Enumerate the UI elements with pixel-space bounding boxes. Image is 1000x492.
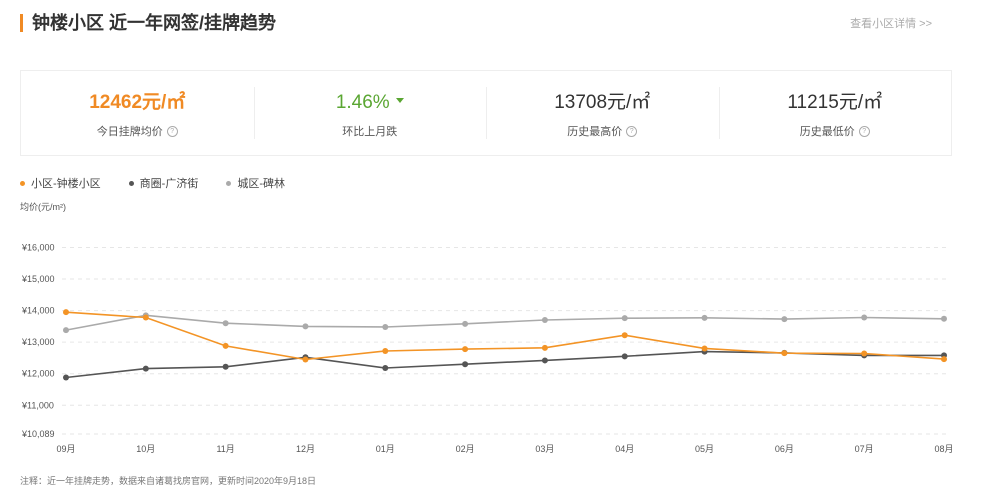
legend-label: 小区-钟楼小区 <box>31 175 101 191</box>
title-accent-bar <box>20 14 23 32</box>
stat-value: 13708元/㎡ <box>486 91 719 115</box>
data-point <box>63 327 69 333</box>
x-tick-label: 01月 <box>376 444 395 454</box>
down-arrow-icon <box>396 98 404 103</box>
x-tick-label: 06月 <box>775 444 794 454</box>
help-icon[interactable]: ? <box>859 126 870 137</box>
data-point <box>861 315 867 321</box>
x-tick-label: 07月 <box>855 444 874 454</box>
stat-label-row: 历史最高价? <box>486 123 719 139</box>
data-point <box>382 348 388 354</box>
data-point <box>63 374 69 380</box>
data-point <box>542 317 548 323</box>
stat-label: 历史最低价 <box>800 126 855 138</box>
legend-item-community[interactable]: 小区-钟楼小区 <box>20 176 101 190</box>
stat-label: 环比上月跌 <box>254 123 487 139</box>
data-point <box>542 357 548 363</box>
stat-highest-price: 13708元/㎡ 历史最高价? <box>486 71 719 155</box>
stat-month-change: 1.46% 环比上月跌 <box>254 71 487 155</box>
y-tick-label: ¥10,089 <box>21 429 55 439</box>
data-point <box>781 316 787 322</box>
header: 钟楼小区 近一年网签/挂牌趋势 查看小区详情 >> <box>20 12 980 36</box>
legend-item-district[interactable]: 城区-碑林 <box>226 176 285 190</box>
data-point <box>223 364 229 370</box>
data-point <box>941 316 947 322</box>
data-point <box>941 356 947 362</box>
y-axis-label: 均价(元/m²) <box>20 200 66 213</box>
data-point <box>223 320 229 326</box>
data-point <box>462 321 468 327</box>
stat-today-price: 12462元/㎡ 今日挂牌均价? <box>21 71 254 155</box>
y-tick-label: ¥12,000 <box>21 369 55 379</box>
x-tick-label: 08月 <box>934 444 953 454</box>
data-point <box>861 350 867 356</box>
data-point <box>542 345 548 351</box>
data-point <box>781 350 787 356</box>
y-tick-label: ¥11,000 <box>21 400 54 410</box>
data-point <box>143 366 149 372</box>
data-point <box>302 323 308 329</box>
data-point <box>143 315 149 321</box>
data-point <box>223 343 229 349</box>
data-point <box>382 365 388 371</box>
y-tick-label: ¥15,000 <box>21 274 55 284</box>
x-tick-label: 10月 <box>136 444 155 454</box>
data-point <box>302 356 308 362</box>
data-point <box>462 346 468 352</box>
data-point <box>462 361 468 367</box>
stat-label-row: 历史最低价? <box>719 123 952 139</box>
data-point <box>622 315 628 321</box>
data-point <box>702 315 708 321</box>
legend-item-business-district[interactable]: 商圈-广济街 <box>129 176 199 190</box>
legend-label: 城区-碑林 <box>237 175 285 191</box>
legend-dot <box>129 181 134 186</box>
y-tick-label: ¥13,000 <box>21 337 55 347</box>
x-tick-label: 05月 <box>695 444 714 454</box>
stat-value: 12462元/㎡ <box>21 91 254 115</box>
stat-label-row: 今日挂牌均价? <box>21 123 254 139</box>
data-point <box>622 332 628 338</box>
legend-label: 商圈-广济街 <box>140 175 199 191</box>
data-point <box>382 324 388 330</box>
stat-label: 今日挂牌均价 <box>97 126 163 138</box>
legend-dot <box>226 181 231 186</box>
y-tick-label: ¥14,000 <box>21 306 55 316</box>
detail-link[interactable]: 查看小区详情 >> <box>850 15 932 31</box>
stat-value: 11215元/㎡ <box>719 91 952 115</box>
stat-value-row: 1.46% <box>254 91 487 115</box>
page-title: 钟楼小区 近一年网签/挂牌趋势 <box>32 12 276 34</box>
x-tick-label: 11月 <box>216 444 234 454</box>
price-trend-chart: ¥10,089 ¥11,000 ¥12,000 ¥13,000 ¥14,000 ¥15,0… <box>0 220 1000 465</box>
stat-lowest-price: 11215元/㎡ 历史最低价? <box>719 71 952 155</box>
help-icon[interactable]: ? <box>167 126 178 137</box>
help-icon[interactable]: ? <box>626 126 637 137</box>
footnote: 注释：近一年挂牌走势，数据来自诸葛找房官网，更新时间2020年9月18日 <box>20 474 316 487</box>
y-tick-label: ¥16,000 <box>21 242 55 252</box>
x-tick-label: 12月 <box>296 444 315 454</box>
series-line <box>66 315 944 330</box>
data-point <box>622 353 628 359</box>
stats-panel: 12462元/㎡ 今日挂牌均价? 1.46% 环比上月跌 13708元/㎡ 历史… <box>20 70 952 156</box>
data-point <box>702 345 708 351</box>
x-tick-label: 03月 <box>535 444 554 454</box>
chart-legend: 小区-钟楼小区 商圈-广济街 城区-碑林 <box>20 176 313 190</box>
stat-label: 历史最高价 <box>567 126 622 138</box>
stat-value: 1.46% <box>336 92 390 113</box>
x-tick-label: 09月 <box>56 444 75 454</box>
x-tick-label: 04月 <box>615 444 634 454</box>
x-tick-label: 02月 <box>456 444 475 454</box>
legend-dot <box>20 181 25 186</box>
data-point <box>63 309 69 315</box>
